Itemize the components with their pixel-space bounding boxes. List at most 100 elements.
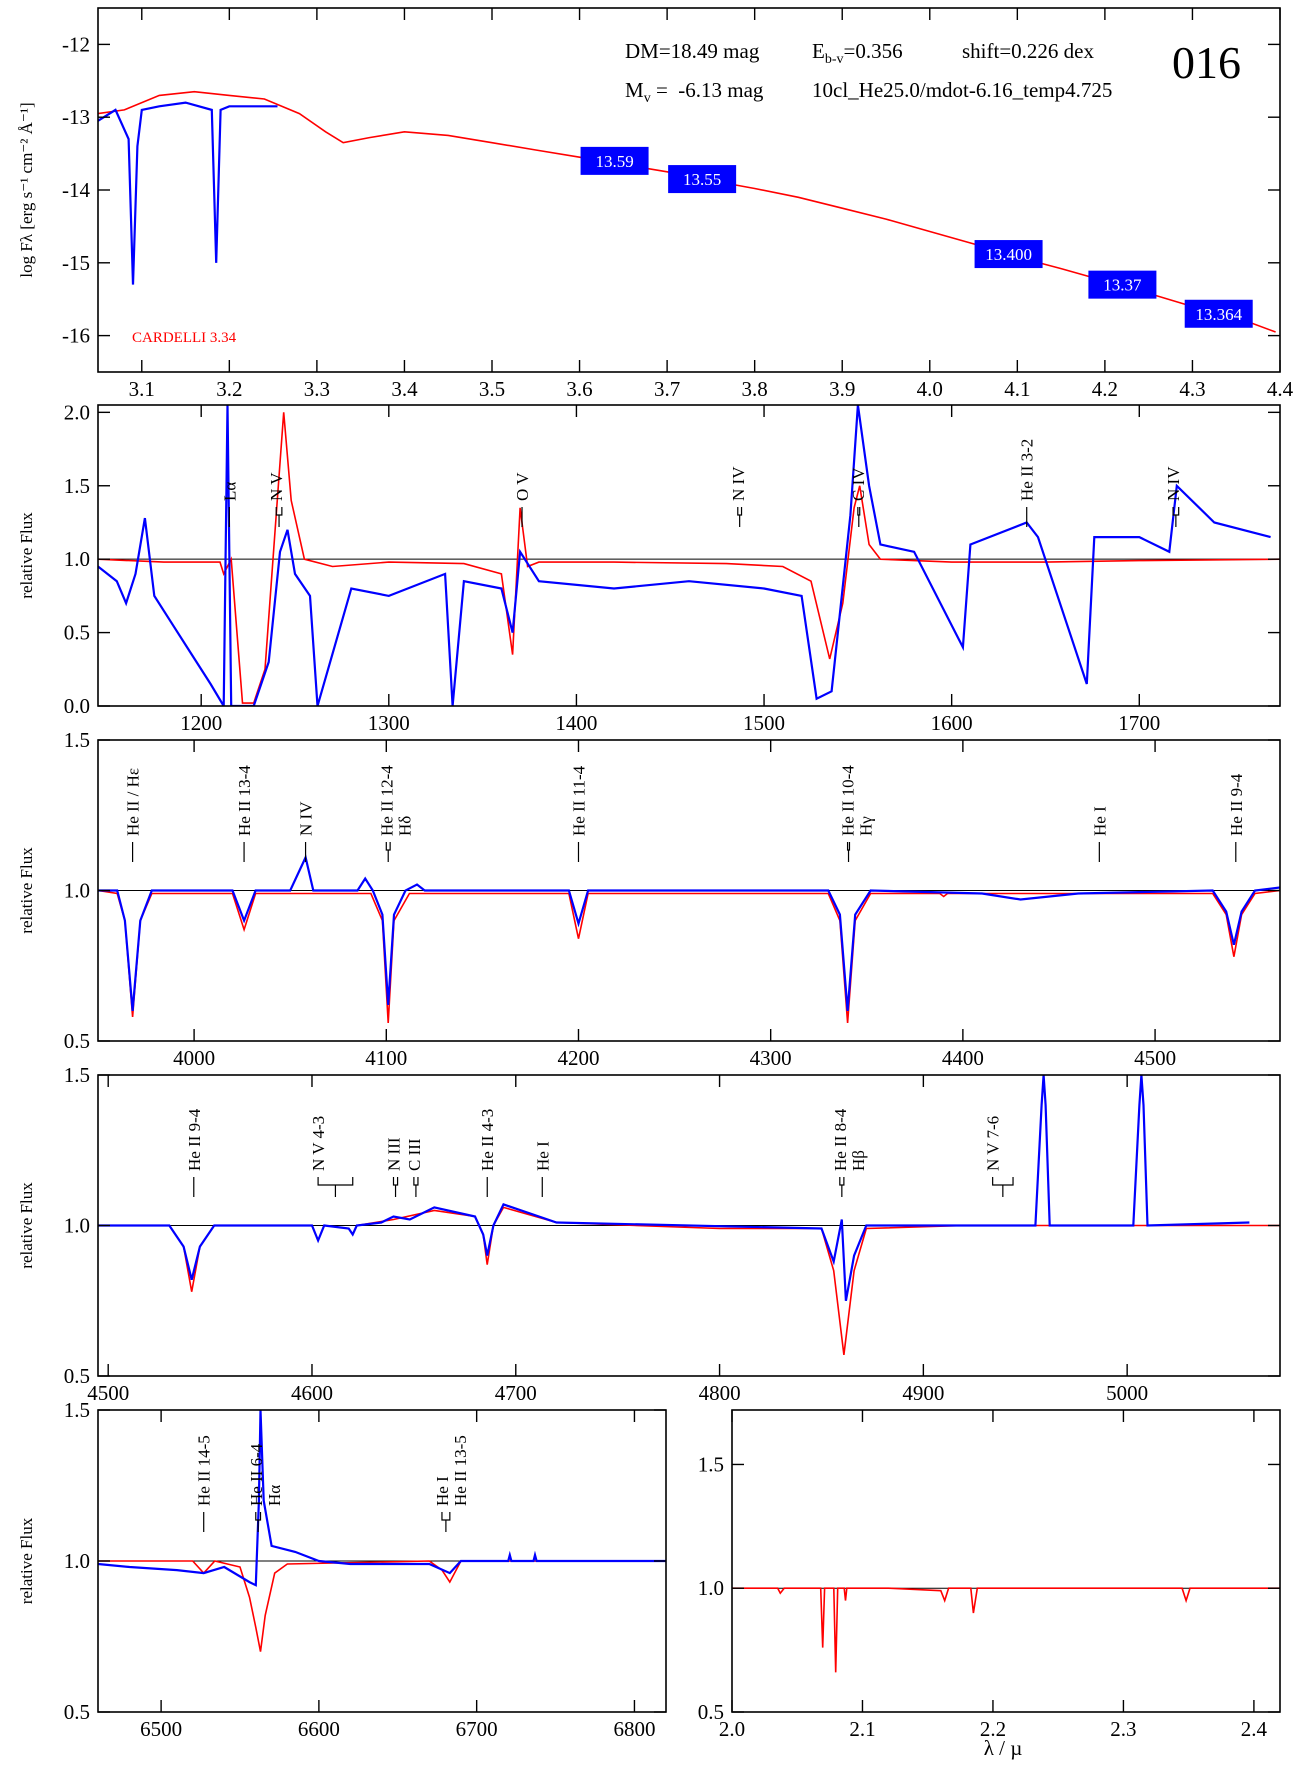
x-tick-label: 3.2 [216,377,242,401]
x-tick-label: 4300 [750,1046,792,1070]
line-id-marker: N III [385,1137,404,1197]
panel-optical-red: 4500 4600 4700 4800 4900 5000 0.5 1.0 1.5 relativ… [17,1063,1281,1405]
x-tick-label: 1200 [180,711,222,735]
model-spectrum-line [98,889,1280,1023]
shift-text: shift=0.226 dex [962,39,1094,63]
line-id-label: He II / Hε [124,768,143,836]
line-id-label: He I [533,1141,552,1171]
x-tick-label: 3.5 [479,377,505,401]
x-tick-label: 1600 [931,711,973,735]
x-tick-label: 4.0 [917,377,943,401]
photometry-label: 13.37 [1103,276,1142,295]
observed-spectrum-line [98,405,1271,706]
line-id-label: He II 4-3 [478,1109,497,1171]
line-id-marker: He II 9-4 [185,1108,204,1197]
color-excess-subscript: b-v [825,52,844,67]
y-tick-label: 1.5 [64,728,90,752]
line-id-label: C III [405,1138,424,1171]
line-id-marker: C III [405,1138,424,1197]
line-id-label: He II 11-4 [569,765,588,836]
y-axis-label: relative Flux [17,1182,36,1269]
y-tick-label: 0.0 [64,694,90,718]
line-id-marker: He I He II 13-5 [433,1435,470,1532]
y-tick-label: 1.5 [64,1063,90,1087]
photometry-box [1184,299,1253,328]
x-tick-label: 1300 [368,711,410,735]
line-id-label: C IV [849,467,868,501]
y-axis-label: relative Flux [17,847,36,934]
x-tick-label: 4.1 [1004,377,1030,401]
x-tick-label: 2.3 [1110,1717,1136,1741]
line-id-marker: O V [513,472,532,527]
panel-uv: 1200 1300 1400 1500 1600 1700 0.0 0.5 1.0 1.5 2.0 r… [17,400,1281,735]
y-tick-label: 1.0 [64,879,90,903]
line-id-label: N IV [297,801,316,836]
line-id-marker: He II 3-2 [1018,439,1037,527]
line-id-marker: N V 4-3 [309,1116,354,1197]
line-id-marker: C IV [849,467,868,527]
line-id-label: Hα [265,1485,284,1506]
x-tick-label: 4500 [1134,1046,1176,1070]
line-id-label: He II 8-4 [831,1108,850,1171]
x-tick-label: 2.1 [849,1717,875,1741]
line-id-label: He I [433,1476,452,1506]
x-tick-label: 3.9 [829,377,855,401]
line-id-marker: N V 7-6 [984,1116,1014,1197]
observed-spectrum-line [98,854,1280,1011]
y-tick-label: 0.5 [64,621,90,645]
star-id-text: 016 [1172,37,1241,88]
y-tick-label: -16 [62,324,90,348]
line-id-label: He II 14-5 [195,1435,214,1506]
y-tick-label: 1.5 [64,474,90,498]
line-id-label: N IV [729,466,748,501]
x-tick-label: 1700 [1118,711,1160,735]
line-id-label: He II 10-4 [839,765,858,836]
line-id-label: Hγ [857,816,876,836]
line-id-marker: He II 10-4 Hγ [839,765,876,862]
y-tick-label: 0.5 [64,1364,90,1388]
y-tick-label: 1.0 [64,1214,90,1238]
y-axis-label: relative Flux [17,512,36,599]
x-tick-label: 6600 [298,1717,340,1741]
x-tick-label: 3.7 [654,377,680,401]
line-id-label: N V 7-6 [984,1116,1003,1171]
x-tick-label: 3.8 [742,377,768,401]
line-id-marker: He II 4-3 [478,1109,497,1197]
x-tick-label: 6800 [613,1717,655,1741]
x-tick-label: 2.2 [980,1717,1006,1741]
line-id-marker: N IV [297,801,316,862]
x-tick-label: 4400 [942,1046,984,1070]
model-spectrum-line [732,1587,1280,1673]
plot-area [98,1075,1280,1355]
x-tick-label: 5000 [1106,1381,1148,1405]
panel-frame [731,1409,1281,1713]
x-tick-label: 4000 [173,1046,215,1070]
y-tick-label: -14 [62,178,90,202]
x-tick-label: 6700 [456,1717,498,1741]
y-tick-label: 1.0 [64,1549,90,1573]
panel-optical-blue: 4000 4100 4200 4300 4400 4500 0.5 1.0 1.5 relativ… [17,728,1281,1070]
line-id-label: He II 9-4 [1227,773,1246,836]
absolute-magnitude-value: = -6.13 mag [651,78,764,102]
model-name-text: 10cl_He25.0/mdot-6.16_temp4.725 [812,78,1112,102]
line-id-marker: He I [533,1141,552,1197]
color-excess-text: Eb-v=0.356 [812,39,903,67]
model-spectrum-line [98,1560,666,1652]
model-spectrum-line [98,412,1280,704]
absolute-magnitude-prefix: M [625,78,644,102]
line-id-label: He II 9-4 [185,1108,204,1171]
observed-spectrum-line [98,101,278,285]
y-tick-label: -12 [62,32,90,56]
x-tick-label: 3.6 [566,377,592,401]
x-tick-label: 4900 [902,1381,944,1405]
line-id-label: Hβ [849,1150,868,1171]
x-tick-label: 4200 [557,1046,599,1070]
line-id-label: He II 13-4 [235,765,254,836]
photometry-box [668,165,737,194]
line-id-label: He II 3-2 [1018,439,1037,501]
line-id-label: N IV [1164,466,1183,501]
line-id-marker: He II 13-4 [235,765,254,862]
absolute-magnitude-text: Mv = -6.13 mag [625,78,764,106]
distance-modulus-text: DM=18.49 mag [625,39,760,63]
y-tick-label: 1.0 [698,1576,724,1600]
